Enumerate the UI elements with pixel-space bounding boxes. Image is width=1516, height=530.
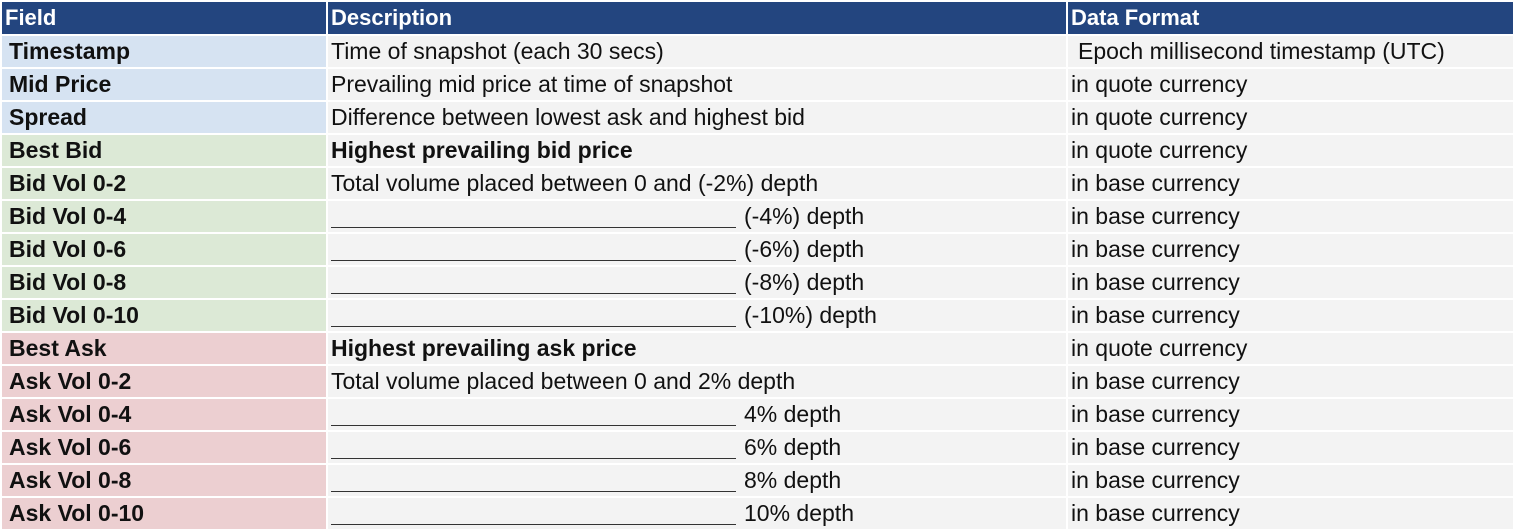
format-cell: in base currency [1067,496,1515,529]
format-cell: in base currency [1067,265,1515,299]
description-cell: (-8%) depth [327,265,1068,299]
description-cell: Difference between lowest ask and highes… [327,100,1068,134]
field-cell: Ask Vol 0-10 [2,496,328,529]
description-cell: 10% depth [327,496,1068,529]
field-cell: Ask Vol 0-8 [2,463,328,497]
table-row: Ask Vol 0-6 6% depth in base currency [2,430,1515,464]
description-text: (-4%) depth [744,203,865,229]
description-cell: 8% depth [327,463,1068,497]
blank-line [331,403,736,426]
table-row: Mid Price Prevailing mid price at time o… [2,67,1515,101]
field-cell: Bid Vol 0-10 [2,298,328,332]
format-cell: in quote currency [1067,133,1515,167]
field-cell: Best Bid [2,133,328,167]
blank-line [331,271,736,294]
blank-line [331,436,736,459]
description-cell: 4% depth [327,397,1068,431]
description-text: 6% depth [744,434,842,460]
format-cell: in quote currency [1067,100,1515,134]
format-cell: Epoch millisecond timestamp (UTC) [1067,34,1515,68]
table-row: Ask Vol 0-4 4% depth in base currency [2,397,1515,431]
field-cell: Best Ask [2,331,328,365]
header-row: Field Description Data Format [2,2,1515,35]
format-cell: in base currency [1067,199,1515,233]
field-cell: Ask Vol 0-4 [2,397,328,431]
description-text: 10% depth [744,500,854,526]
description-cell: Highest prevailing ask price [327,331,1068,365]
format-cell: in quote currency [1067,67,1515,101]
description-cell: Highest prevailing bid price [327,133,1068,167]
header-description: Description [327,2,1068,35]
field-cell: Ask Vol 0-2 [2,364,328,398]
description-text: (-10%) depth [744,302,877,328]
description-text: (-8%) depth [744,269,865,295]
description-cell: Total volume placed between 0 and (-2%) … [327,166,1068,200]
format-cell: in base currency [1067,463,1515,497]
field-cell: Bid Vol 0-8 [2,265,328,299]
blank-line [331,469,736,492]
table-row: Bid Vol 0-4 (-4%) depth in base currency [2,199,1515,233]
format-cell: in base currency [1067,298,1515,332]
header-field: Field [2,2,328,35]
field-cell: Ask Vol 0-6 [2,430,328,464]
table-row: Best Bid Highest prevailing bid price in… [2,133,1515,167]
description-text: (-6%) depth [744,236,865,262]
header-data-format: Data Format [1067,2,1515,35]
description-cell: (-6%) depth [327,232,1068,266]
field-cell: Timestamp [2,34,328,68]
table-row: Ask Vol 0-10 10% depth in base currency [2,496,1515,529]
table-row: Timestamp Time of snapshot (each 30 secs… [2,34,1515,68]
description-cell: 6% depth [327,430,1068,464]
format-cell: in base currency [1067,232,1515,266]
format-cell: in quote currency [1067,331,1515,365]
blank-line [331,238,736,261]
table-row: Bid Vol 0-2 Total volume placed between … [2,166,1515,200]
blank-line [331,205,736,228]
field-cell: Bid Vol 0-2 [2,166,328,200]
field-cell: Bid Vol 0-4 [2,199,328,233]
description-text: 4% depth [744,401,842,427]
description-cell: Total volume placed between 0 and 2% dep… [327,364,1068,398]
field-cell: Bid Vol 0-6 [2,232,328,266]
blank-line [331,304,736,327]
field-cell: Spread [2,100,328,134]
description-cell: Time of snapshot (each 30 secs) [327,34,1068,68]
format-cell: in base currency [1067,430,1515,464]
description-cell: Prevailing mid price at time of snapshot [327,67,1068,101]
format-cell: in base currency [1067,364,1515,398]
format-cell: in base currency [1067,397,1515,431]
description-cell: (-10%) depth [327,298,1068,332]
table-row: Best Ask Highest prevailing ask price in… [2,331,1515,365]
description-cell: (-4%) depth [327,199,1068,233]
table-row: Bid Vol 0-10 (-10%) depth in base curren… [2,298,1515,332]
field-cell: Mid Price [2,67,328,101]
blank-line [331,502,736,525]
format-cell: in base currency [1067,166,1515,200]
table-row: Ask Vol 0-8 8% depth in base currency [2,463,1515,497]
table-row: Bid Vol 0-6 (-6%) depth in base currency [2,232,1515,266]
table-row: Spread Difference between lowest ask and… [2,100,1515,134]
description-text: 8% depth [744,467,842,493]
table-row: Bid Vol 0-8 (-8%) depth in base currency [2,265,1515,299]
table-row: Ask Vol 0-2 Total volume placed between … [2,364,1515,398]
